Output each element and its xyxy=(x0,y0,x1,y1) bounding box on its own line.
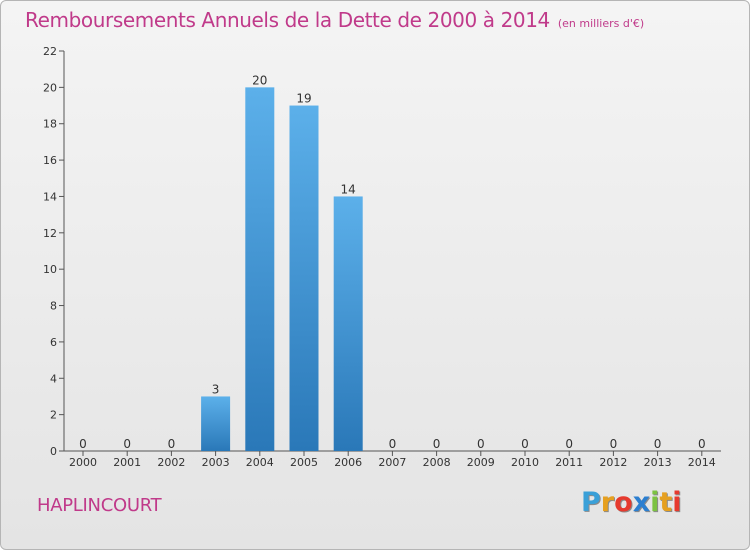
y-tick-label: 8 xyxy=(50,300,57,313)
data-label: 0 xyxy=(477,437,485,451)
x-tick-label: 2001 xyxy=(113,456,141,469)
y-tick-label: 20 xyxy=(43,81,57,94)
x-tick-label: 2004 xyxy=(246,456,274,469)
x-tick-label: 2006 xyxy=(334,456,362,469)
chart-title: Remboursements Annuels de la Dette de 20… xyxy=(25,8,644,32)
x-tick-label: 2013 xyxy=(644,456,672,469)
unit-label: (en milliers d'€) xyxy=(557,17,645,30)
y-tick-label: 12 xyxy=(43,227,57,240)
x-tick-label: 2007 xyxy=(378,456,406,469)
data-label: 0 xyxy=(698,437,706,451)
y-tick-label: 18 xyxy=(43,118,57,131)
bar xyxy=(245,87,275,451)
logo-letter: o xyxy=(614,487,633,518)
x-tick-label: 2002 xyxy=(157,456,185,469)
x-tick-label: 2003 xyxy=(202,456,230,469)
y-tick-label: 14 xyxy=(43,190,57,203)
data-label: 0 xyxy=(654,437,662,451)
bar xyxy=(201,396,231,451)
bar xyxy=(333,196,363,451)
logo-letter: P xyxy=(581,487,601,518)
x-tick-label: 2008 xyxy=(423,456,451,469)
y-tick-label: 0 xyxy=(50,445,57,458)
data-label: 0 xyxy=(521,437,529,451)
y-tick-label: 2 xyxy=(50,409,57,422)
y-tick-label: 6 xyxy=(50,336,57,349)
y-tick-label: 16 xyxy=(43,154,57,167)
x-tick-label: 2005 xyxy=(290,456,318,469)
x-tick-label: 2012 xyxy=(599,456,627,469)
data-label: 0 xyxy=(565,437,573,451)
bar xyxy=(289,105,319,451)
data-label: 3 xyxy=(212,382,220,396)
data-label: 0 xyxy=(610,437,618,451)
x-tick-label: 2000 xyxy=(69,456,97,469)
logo-letter: t xyxy=(659,487,673,518)
y-tick-label: 4 xyxy=(50,372,57,385)
data-label: 20 xyxy=(252,73,267,87)
data-label: 0 xyxy=(389,437,397,451)
logo-letter: x xyxy=(632,487,651,518)
proxiti-logo[interactable]: Proxiti xyxy=(581,487,682,518)
data-label: 14 xyxy=(341,182,356,196)
y-tick-label: 22 xyxy=(43,45,57,58)
data-label: 0 xyxy=(168,437,176,451)
logo-letter: r xyxy=(600,487,615,518)
commune-name: HAPLINCOURT xyxy=(37,495,162,516)
title-text: Remboursements Annuels de la Dette de 20… xyxy=(25,8,550,32)
logo-letter: i xyxy=(650,487,660,518)
x-tick-label: 2014 xyxy=(688,456,716,469)
data-label: 0 xyxy=(123,437,131,451)
data-label: 0 xyxy=(433,437,441,451)
x-tick-label: 2009 xyxy=(467,456,495,469)
logo-letter: i xyxy=(672,487,682,518)
y-tick-label: 10 xyxy=(43,263,57,276)
x-tick-label: 2011 xyxy=(555,456,583,469)
data-label: 0 xyxy=(79,437,87,451)
x-tick-label: 2010 xyxy=(511,456,539,469)
data-label: 19 xyxy=(296,92,311,106)
